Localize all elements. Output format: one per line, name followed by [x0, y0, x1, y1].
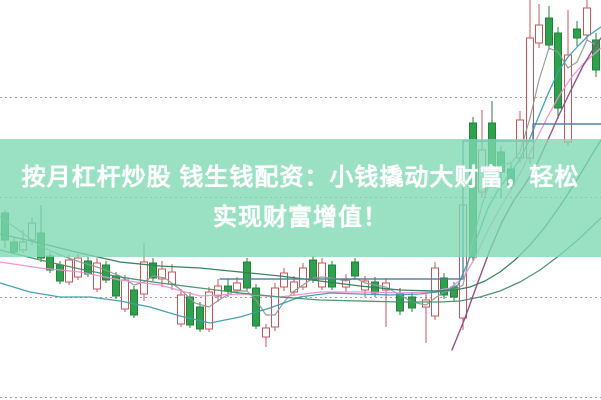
candle-body — [56, 264, 64, 282]
candle — [168, 264, 176, 290]
candle-body — [149, 262, 157, 279]
candle-body — [205, 291, 213, 330]
candle — [318, 258, 326, 290]
candle-body — [102, 264, 110, 281]
promo-banner-line2: 实现财富增值！ — [213, 204, 388, 231]
candle — [573, 21, 581, 46]
candle — [130, 286, 138, 318]
candle — [440, 273, 448, 299]
candle-body — [158, 268, 166, 280]
candle-body — [545, 17, 553, 46]
candle — [422, 294, 430, 343]
candle-body — [168, 271, 176, 285]
candle-body — [318, 262, 326, 288]
candle — [351, 258, 359, 280]
candle-body — [583, 7, 591, 36]
candle — [299, 263, 307, 290]
candle — [205, 287, 213, 332]
candle-body — [243, 261, 251, 289]
candle-body — [252, 287, 260, 327]
candle-body — [422, 299, 430, 308]
candle-body — [280, 272, 288, 288]
ma-green-slow-line — [0, 217, 601, 303]
candle — [252, 284, 260, 329]
candle-body — [224, 285, 232, 292]
candle-body — [140, 261, 148, 295]
candle — [243, 258, 251, 291]
candle — [74, 254, 82, 280]
candle-body — [130, 289, 138, 316]
candle-body — [573, 28, 581, 39]
candle-body — [84, 260, 92, 275]
candle-body — [262, 327, 270, 338]
candle — [186, 292, 194, 328]
candle-body — [233, 282, 241, 291]
candle — [535, 4, 543, 48]
candle — [233, 277, 241, 294]
candle-body — [328, 264, 336, 288]
candle — [149, 258, 157, 281]
candle — [328, 261, 336, 290]
candle-body — [290, 281, 298, 293]
candle-body — [309, 259, 317, 281]
promo-banner-line1: 按月杠杆炒股 钱生钱配资：小钱撬动大财富，轻松 — [21, 164, 580, 191]
candle — [177, 289, 185, 327]
candle-body — [186, 296, 194, 326]
candle-body — [440, 277, 448, 296]
candle — [382, 278, 390, 327]
candle — [102, 261, 110, 283]
ma-pink-line — [0, 47, 601, 298]
candle-body — [535, 24, 543, 44]
candle-body — [351, 261, 359, 277]
candle-body — [177, 294, 185, 325]
candle — [280, 268, 288, 291]
candle — [196, 302, 204, 332]
candle-body — [554, 32, 562, 109]
candle-body — [196, 306, 204, 330]
candle-body — [121, 279, 129, 310]
candle-body — [299, 267, 307, 288]
candle — [262, 324, 270, 347]
candle — [342, 274, 350, 292]
promo-banner-overlay: 按月杠杆炒股 钱生钱配资：小钱撬动大财富，轻松 实现财富增值！ — [0, 139, 601, 257]
candle — [545, 6, 553, 50]
